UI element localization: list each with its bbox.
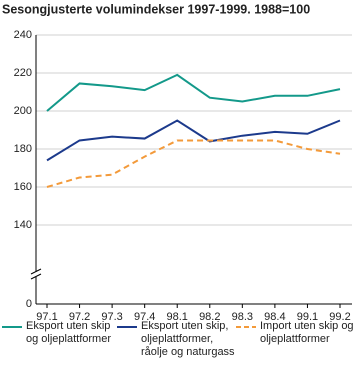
- axis-break-gap: [30, 272, 42, 277]
- x-tick-label: 98.2: [199, 311, 220, 323]
- legend-label: Eksport uten skip og oljeplattformer: [26, 320, 111, 345]
- y-tick-label: 240: [14, 29, 32, 41]
- data-line: [46, 139, 341, 188]
- data-line: [46, 119, 341, 162]
- legend-entry: Eksport uten skip og oljeplattformer: [2, 320, 117, 346]
- x-tick-label: 98.1: [167, 311, 188, 323]
- x-tick-label: 97.1: [36, 311, 57, 323]
- y-tick-label: 0: [26, 298, 32, 310]
- data-line: [46, 73, 341, 112]
- x-tick-label: 98.3: [232, 311, 253, 323]
- legend-swatch: [2, 326, 22, 328]
- x-tick-label: 98.4: [264, 311, 285, 323]
- y-tick-label: 140: [14, 219, 32, 231]
- y-tick-label: 160: [14, 181, 32, 193]
- legend-entry: Import uten skip og oljeplattformer: [236, 320, 362, 346]
- y-tick-label: 180: [14, 143, 32, 155]
- y-tick-label: 220: [14, 67, 32, 79]
- legend-entry: Eksport uten skip, oljeplattformer, råol…: [117, 320, 236, 359]
- x-tick-label: 99.2: [329, 311, 350, 323]
- legend-label: Import uten skip og oljeplattformer: [260, 320, 354, 345]
- y-tick-label: 200: [14, 105, 32, 117]
- axis-break: [30, 268, 42, 275]
- legend-label: Eksport uten skip, oljeplattformer, råol…: [141, 320, 235, 358]
- x-tick-label: 97.2: [69, 311, 90, 323]
- axis-break: [30, 273, 42, 280]
- chart-title: Sesongjusterte volumindekser 1997-1999. …: [2, 2, 310, 16]
- x-tick-label: 97.4: [134, 311, 155, 323]
- legend-swatch: [117, 326, 137, 328]
- x-tick-label: 99.1: [297, 311, 318, 323]
- x-tick-label: 97.3: [101, 311, 122, 323]
- legend-swatch: [236, 326, 256, 328]
